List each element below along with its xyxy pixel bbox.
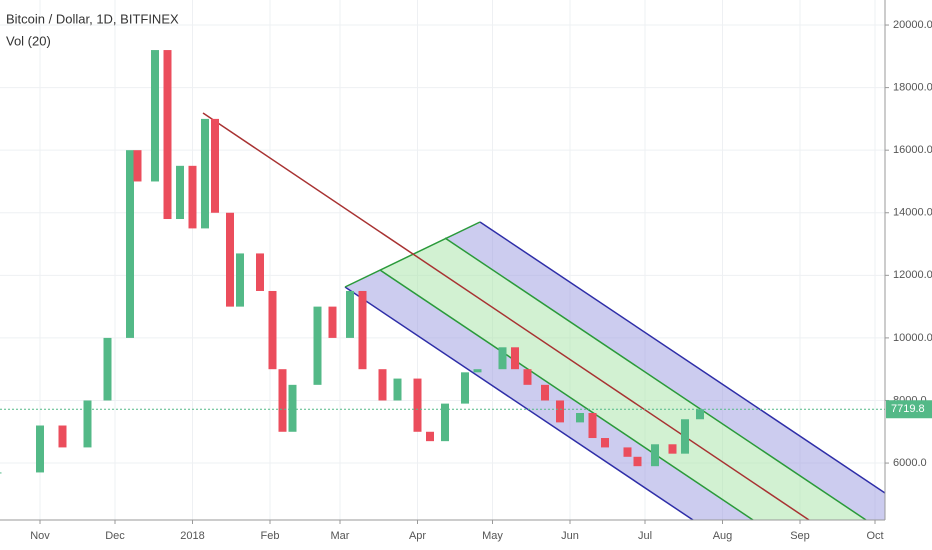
candle: [393, 378, 402, 401]
last-price-box: [886, 400, 932, 419]
candle: [576, 412, 584, 423]
chart-title: Bitcoin / Dollar, 1D, BITFINEX: [6, 11, 179, 26]
candle: [278, 369, 287, 432]
x-tick-label: Apr: [409, 530, 426, 542]
candle: [313, 306, 322, 385]
x-tick-label: Sep: [790, 530, 810, 542]
pitchfork-line: [379, 269, 754, 520]
candle: [601, 438, 609, 448]
candle: [176, 165, 184, 220]
candle: [461, 372, 469, 404]
candle: [588, 412, 597, 439]
candle: [188, 165, 197, 229]
x-tick-label: May: [482, 530, 503, 542]
x-tick-label: Mar: [331, 530, 350, 542]
pitchfork-median: [202, 112, 810, 520]
pitchfork-line: [479, 221, 885, 494]
candle: [413, 378, 422, 432]
candle: [58, 425, 67, 448]
x-tick-label: 2018: [180, 530, 204, 542]
y-tick-label: 14000.0: [893, 207, 932, 219]
candle: [36, 425, 44, 473]
pitchfork-line: [444, 237, 867, 520]
y-tick-label: 6000.0: [893, 457, 927, 469]
candle: [541, 384, 549, 401]
candle: [681, 419, 689, 454]
candle: [0, 472, 2, 474]
x-tick-label: Aug: [713, 530, 733, 542]
candle: [236, 253, 244, 307]
candle: [256, 253, 264, 291]
y-tick-label: 18000.0: [893, 82, 932, 94]
candle: [163, 50, 172, 220]
candle: [133, 150, 142, 182]
pitchfork-zone: [445, 222, 885, 520]
candle: [623, 447, 632, 457]
candle: [473, 369, 482, 373]
pitchfork-zone: [380, 238, 866, 520]
candle: [226, 212, 234, 307]
candle: [498, 347, 507, 370]
x-tick-label: Jul: [638, 530, 652, 542]
candle: [511, 347, 519, 370]
y-tick-label: 10000.0: [893, 332, 932, 344]
candle: [696, 409, 704, 420]
candle: [211, 118, 219, 213]
y-tick-label: 16000.0: [893, 144, 932, 156]
x-tick-label: Oct: [866, 530, 883, 542]
x-tick-label: Jun: [561, 530, 579, 542]
candle: [426, 431, 434, 442]
y-tick-label: 20000.0: [893, 19, 932, 31]
candle: [328, 306, 337, 338]
x-tick-label: Feb: [261, 530, 280, 542]
last-price-label: 7719.8: [891, 403, 925, 415]
indicator-label: Vol (20): [6, 33, 51, 48]
candle: [651, 444, 659, 467]
candle: [126, 150, 134, 338]
x-tick-label: Nov: [30, 530, 50, 542]
candle: [268, 290, 277, 370]
candle: [201, 118, 209, 229]
candle: [378, 369, 387, 401]
candle: [668, 444, 677, 454]
candle: [346, 290, 354, 338]
candle: [441, 403, 449, 442]
candle: [288, 384, 297, 432]
pitchfork: [202, 112, 885, 520]
candle: [83, 400, 92, 448]
y-tick-label: 12000.0: [893, 269, 932, 281]
candle: [358, 290, 367, 370]
candle: [151, 50, 159, 182]
candle: [103, 337, 112, 401]
pitchfork-line: [344, 286, 694, 520]
candle: [523, 369, 532, 385]
candle: [633, 456, 642, 467]
candle: [556, 400, 564, 423]
x-tick-label: Dec: [105, 530, 125, 542]
candles: [0, 50, 704, 474]
